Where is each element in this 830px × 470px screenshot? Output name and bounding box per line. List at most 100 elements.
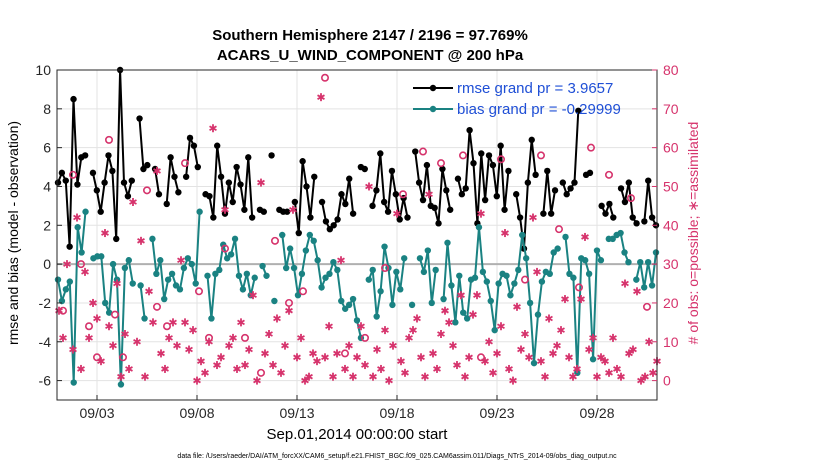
bias-point	[310, 237, 317, 245]
bias-point	[306, 231, 313, 239]
obs-assimilated-marker	[281, 341, 289, 350]
obs-assimilated-marker	[237, 318, 245, 327]
rmse-point	[330, 222, 337, 229]
rmse-point	[606, 200, 613, 208]
obs-assimilated-marker	[133, 337, 141, 346]
rmse-point	[54, 179, 62, 186]
bias-point	[416, 255, 424, 262]
obs-assimilated-marker	[329, 372, 337, 381]
bias-point	[157, 257, 164, 264]
bias-point	[341, 305, 349, 312]
rmse-point	[466, 126, 473, 134]
bias-point	[456, 272, 463, 279]
bias-point	[401, 255, 408, 262]
bias-point	[349, 295, 357, 303]
rmse-point	[229, 198, 236, 206]
rmse-point	[462, 185, 469, 192]
obs-assimilated-marker	[401, 368, 409, 377]
bias-point	[117, 381, 125, 388]
obs-assimilated-marker	[69, 345, 77, 354]
rmse-point	[322, 218, 330, 225]
rmse-point	[621, 198, 629, 206]
obs-assimilated-marker	[645, 337, 653, 346]
chart-subtitle: ACARS_U_WIND_COMPONENT @ 200 hPa	[217, 47, 524, 64]
rmse-point	[346, 175, 353, 182]
obs-assimilated-marker	[541, 372, 549, 381]
obs-possible-marker	[642, 302, 651, 311]
obs-assimilated-marker	[253, 376, 261, 385]
obs-assimilated-marker	[337, 256, 345, 265]
bias-point	[460, 309, 467, 316]
bias-point	[78, 249, 85, 256]
rmse-point	[260, 208, 268, 215]
rmse-point	[241, 206, 248, 213]
obs-assimilated-marker	[473, 291, 481, 300]
rmse-point	[186, 134, 194, 142]
bias-line	[635, 252, 657, 288]
rmse-point	[392, 191, 400, 198]
obs-assimilated-marker	[609, 333, 617, 342]
x-tick-label: 09/08	[179, 405, 214, 421]
rmse-point	[113, 235, 120, 243]
obs-assimilated-marker	[249, 291, 257, 300]
y-tick-label-right: 50	[663, 178, 679, 194]
bias-point	[345, 301, 353, 309]
obs-assimilated-marker	[369, 372, 377, 381]
obs-possible-marker	[398, 190, 407, 199]
obs-assimilated-marker	[525, 353, 533, 362]
bias-point	[519, 231, 526, 239]
rmse-point	[540, 210, 547, 217]
obs-assimilated-marker	[161, 364, 169, 373]
obs-assimilated-marker	[349, 372, 357, 381]
obs-assimilated-marker	[181, 318, 189, 327]
bias-point	[353, 317, 361, 324]
obs-assimilated-marker	[93, 314, 101, 323]
rmse-point	[532, 171, 539, 179]
rmse-line	[414, 151, 452, 224]
bias-line	[442, 227, 559, 364]
rmse-point	[481, 196, 489, 204]
obs-assimilated-marker	[265, 330, 273, 338]
bias-point	[515, 266, 522, 274]
bias-point	[389, 301, 396, 309]
bias-point	[495, 280, 502, 287]
rmse-point	[458, 191, 466, 198]
obs-possible-marker	[554, 225, 563, 234]
obs-assimilated-marker	[205, 337, 213, 346]
obs-assimilated-marker	[141, 372, 149, 381]
bias-point	[538, 278, 546, 285]
bias-point	[271, 297, 278, 305]
rmse-point	[245, 154, 252, 161]
rmse-point	[217, 173, 225, 180]
bias-point	[448, 282, 455, 289]
bias-point	[314, 257, 321, 264]
bias-point	[581, 257, 589, 264]
y-tick-label-right: 70	[663, 101, 679, 117]
y-tick-label-right: 20	[663, 295, 679, 311]
obs-assimilated-marker	[245, 345, 253, 354]
bias-point	[109, 260, 117, 268]
obs-assimilated-marker	[361, 361, 369, 370]
bias-point	[593, 247, 601, 254]
obs-assimilated-marker	[373, 345, 381, 354]
obs-assimilated-marker	[297, 333, 305, 342]
bias-point	[420, 268, 428, 276]
obs-assimilated-marker	[341, 364, 349, 373]
bias-point	[522, 255, 530, 262]
rmse-point	[101, 179, 108, 186]
obs-assimilated-marker	[333, 349, 341, 358]
y-tick-label-right: 80	[663, 62, 679, 78]
rmse-point	[513, 191, 520, 198]
obs-assimilated-marker	[201, 368, 209, 377]
obs-possible-marker	[270, 236, 279, 245]
y-tick-label-left: 10	[35, 62, 51, 78]
bias-point	[318, 284, 325, 291]
rmse-point	[610, 214, 617, 221]
obs-possible-marker	[604, 170, 613, 179]
obs-assimilated-marker	[221, 205, 229, 214]
obs-assimilated-marker	[63, 260, 71, 269]
rmse-point	[167, 154, 174, 161]
obs-possible-marker	[360, 333, 369, 342]
bias-point	[125, 257, 133, 264]
bias-point	[286, 245, 294, 252]
